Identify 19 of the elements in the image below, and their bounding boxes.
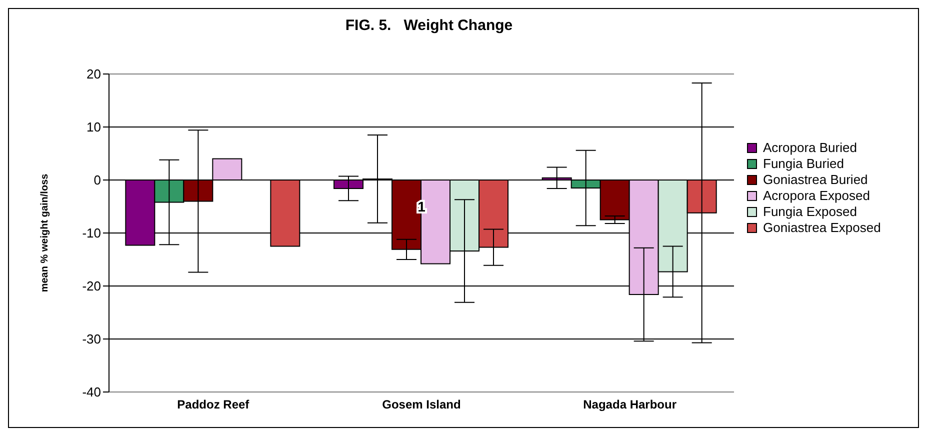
y-tick-label: -20 [82,278,101,294]
y-tick-label: -30 [82,332,101,347]
annotation: 1 [418,198,426,214]
y-tick-label: 10 [86,120,101,135]
y-tick-label: -10 [82,226,101,241]
x-tick-label: Paddoz Reef [177,398,250,412]
y-tick-label: 20 [86,66,101,82]
legend-label: Fungia Buried [763,156,844,171]
x-tick-label: Nagada Harbour [583,398,677,412]
y-tick-label: -40 [82,384,101,400]
legend-label: Acropora Exposed [763,188,870,203]
legend-label: Fungia Exposed [763,204,857,219]
legend-label: Goniastrea Buried [763,172,868,187]
y-axis-title: mean % weight gain/loss [40,173,51,292]
chart-title: FIG. 5. Weight Change [344,17,514,34]
legend-label: Acropora Buried [763,140,857,155]
legend-label: Goniastrea Exposed [763,220,881,235]
x-tick-label: Gosem Island [382,398,461,412]
y-tick-label: 0 [94,172,101,188]
